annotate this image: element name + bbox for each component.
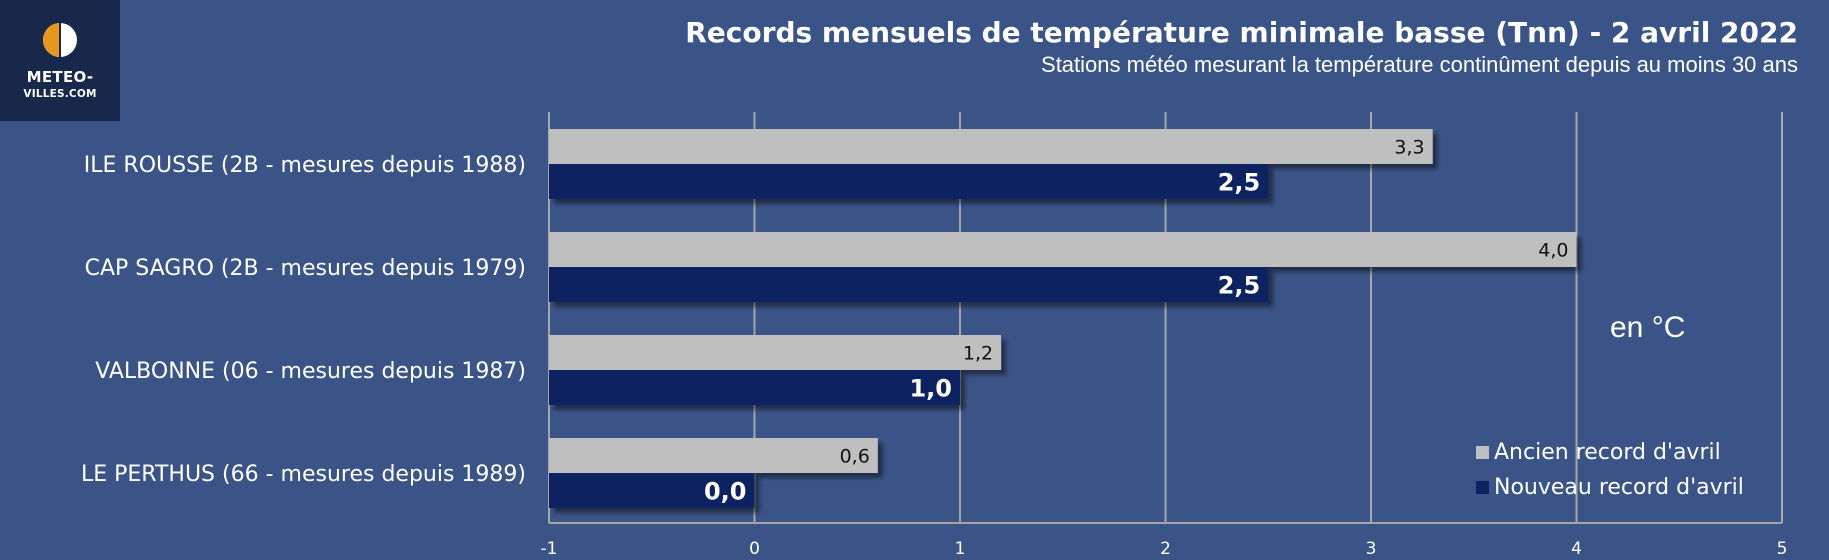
x-tick-label: 5 bbox=[1777, 539, 1788, 559]
data-label-new: 1,0 bbox=[909, 375, 952, 403]
data-label-old: 3,3 bbox=[1394, 137, 1424, 159]
logo-text-line2: VILLES.COM bbox=[23, 88, 97, 100]
chart-title: Records mensuels de température minimale… bbox=[685, 16, 1798, 49]
unit-label: en °C bbox=[1610, 311, 1686, 344]
x-tick-label: 3 bbox=[1366, 539, 1377, 559]
chart-subtitle: Stations météo mesurant la température c… bbox=[1041, 52, 1798, 77]
bar-old-record bbox=[549, 335, 1002, 370]
legend-swatch-new bbox=[1476, 481, 1489, 494]
half-sun-icon bbox=[43, 23, 77, 57]
legend-swatch-old bbox=[1476, 446, 1489, 459]
category-label: VALBONNE (06 - mesures depuis 1987) bbox=[95, 359, 526, 384]
category-label: ILE ROUSSE (2B - mesures depuis 1988) bbox=[84, 153, 526, 178]
bar-new-record bbox=[549, 370, 960, 405]
category-label: CAP SAGRO (2B - mesures depuis 1979) bbox=[85, 256, 526, 281]
bar-old-record bbox=[549, 232, 1577, 267]
logo: METEO- VILLES.COM bbox=[0, 0, 120, 121]
legend-label-old: Ancien record d'avril bbox=[1494, 440, 1721, 465]
legend-item-new-record: Nouveau record d'avril bbox=[1476, 475, 1744, 500]
legend-item-old-record: Ancien record d'avril bbox=[1476, 440, 1721, 465]
data-label-new: 2,5 bbox=[1218, 272, 1261, 300]
x-tick-label: 2 bbox=[1160, 539, 1171, 559]
data-label-old: 1,2 bbox=[963, 343, 993, 365]
bar-new-record bbox=[549, 164, 1269, 199]
bar-old-record bbox=[549, 129, 1433, 164]
category-label: LE PERTHUS (66 - mesures depuis 1989) bbox=[81, 462, 526, 487]
x-tick-label: -1 bbox=[541, 539, 558, 559]
data-label-new: 0,0 bbox=[704, 478, 747, 506]
bar-old-record bbox=[549, 438, 878, 473]
legend-label-new: Nouveau record d'avril bbox=[1494, 475, 1744, 500]
bar-new-record bbox=[549, 473, 755, 508]
data-label-old: 0,6 bbox=[840, 446, 870, 468]
bar-new-record bbox=[549, 267, 1269, 302]
logo-text-line1: METEO- bbox=[26, 68, 94, 86]
x-tick-label: 0 bbox=[749, 539, 760, 559]
data-label-old: 4,0 bbox=[1538, 240, 1568, 262]
data-label-new: 2,5 bbox=[1218, 169, 1261, 197]
x-tick-label: 1 bbox=[955, 539, 966, 559]
x-tick-label: 4 bbox=[1571, 539, 1582, 559]
